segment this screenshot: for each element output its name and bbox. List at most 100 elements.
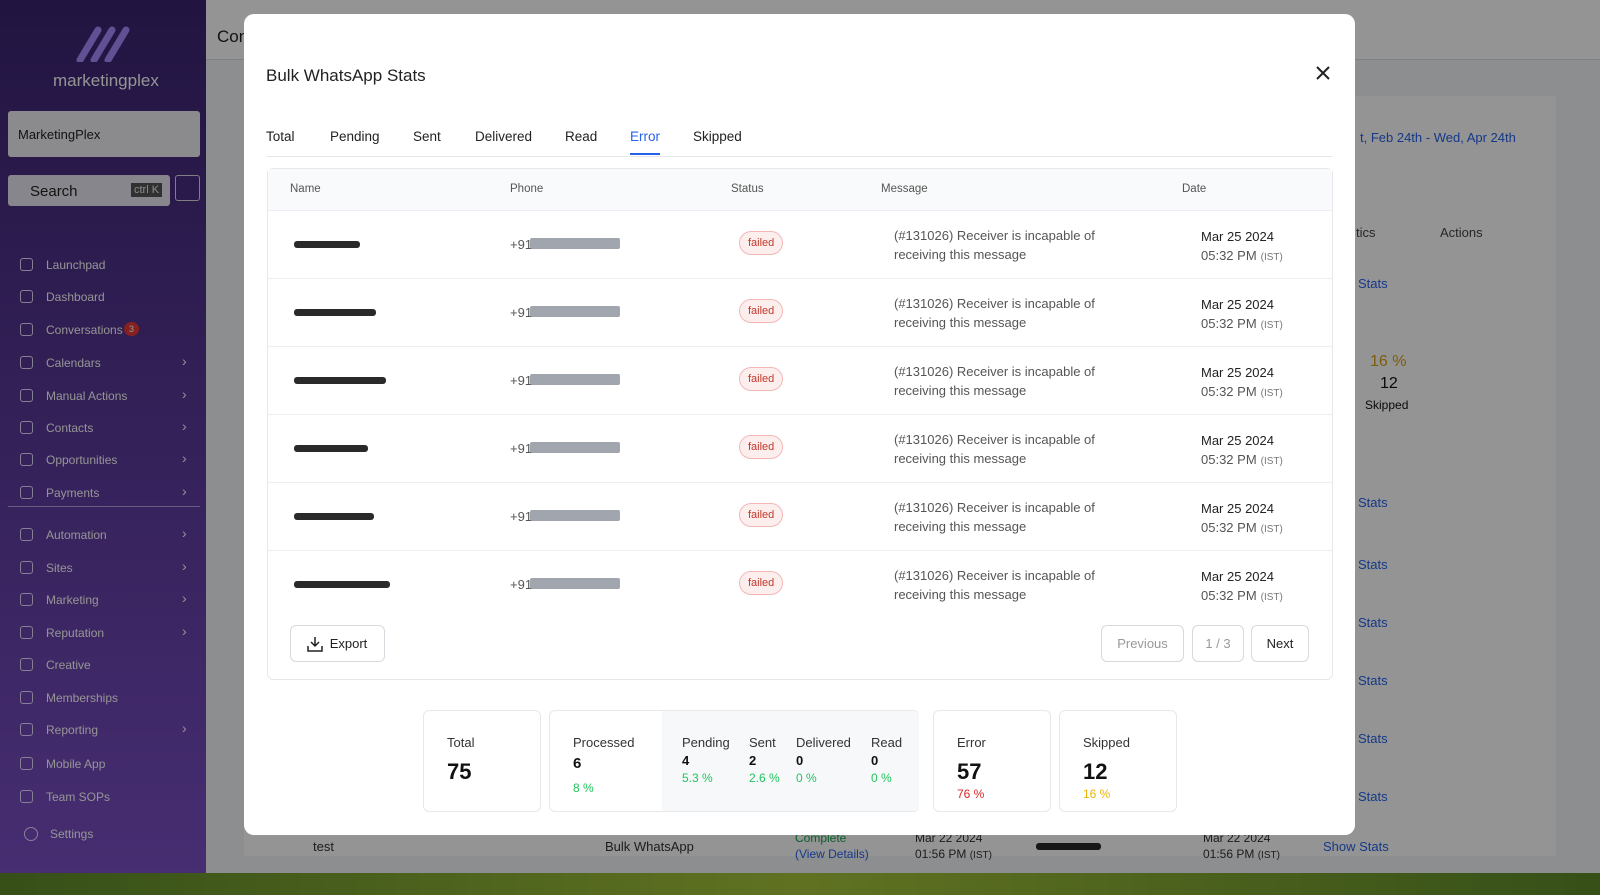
nav-item[interactable]: Marketing — [46, 593, 99, 607]
tab[interactable]: Error — [630, 129, 660, 144]
nav-item[interactable]: Conversations — [46, 323, 123, 337]
stat-value: 57 — [957, 759, 982, 784]
tab[interactable]: Delivered — [475, 129, 533, 144]
timezone: (IST) — [1260, 320, 1283, 331]
timezone: (IST) — [1260, 592, 1283, 603]
nav-icon — [20, 757, 33, 770]
stat-card: Processed 6 8 % Pending 4 5.3 % Sent 2 2.6 % Deli… — [549, 710, 919, 812]
chevron: › — [182, 450, 187, 466]
show-stats[interactable]: Show Stats — [1323, 839, 1389, 854]
next-button[interactable]: Next — [1251, 625, 1309, 662]
time-line: 05:32 PM (IST) — [1201, 518, 1283, 539]
time: 05:32 PM — [1201, 520, 1257, 535]
chevron: › — [182, 590, 187, 606]
stats-link[interactable]: Stats — [1358, 673, 1388, 688]
stats-link[interactable]: Stats — [1358, 276, 1388, 291]
export-button[interactable]: Export — [290, 625, 385, 662]
stats-link[interactable]: Stats — [1358, 615, 1388, 630]
message: (#131026) Receiver is incapable of recei… — [894, 568, 1095, 602]
redacted-phone — [530, 578, 620, 589]
nav-item[interactable]: Reputation — [46, 626, 105, 640]
tab[interactable]: Read — [565, 129, 598, 144]
table: Name Phone Status Message Date +91 failed (#131… — [267, 168, 1333, 680]
nav-icon — [20, 528, 33, 541]
account-select[interactable]: MarketingPlex — [8, 111, 200, 157]
timezone: (IST) — [1260, 388, 1283, 399]
previous-button[interactable]: Previous — [1101, 625, 1184, 662]
settings[interactable]: Settings — [50, 827, 94, 841]
page-indicator: 1 / 3 — [1192, 625, 1244, 662]
logo-icon — [76, 26, 130, 62]
stat-label: Pending — [682, 735, 730, 750]
chevron: › — [182, 525, 187, 541]
settings-icon — [24, 827, 38, 841]
stat-card: Skipped 12 16 % — [1059, 710, 1177, 812]
time: 05:32 PM — [1201, 452, 1257, 467]
redacted-name — [294, 241, 360, 248]
column-header: tics — [1356, 225, 1376, 240]
close-button[interactable] — [1316, 66, 1330, 80]
message: (#131026) Receiver is incapable of recei… — [894, 500, 1095, 534]
stats-link[interactable]: Stats — [1358, 495, 1388, 510]
status-badge: failed — [739, 367, 784, 391]
nav-item[interactable]: Creative — [46, 658, 91, 672]
stat-label: Sent — [749, 735, 776, 750]
date: Mar 25 2024 — [1201, 229, 1274, 244]
nav-item[interactable]: Manual Actions — [46, 389, 128, 403]
redacted-phone — [530, 374, 620, 385]
stat-label: Error — [957, 735, 986, 750]
stats-link[interactable]: Stats — [1358, 557, 1388, 572]
nav-icon — [20, 691, 33, 704]
stat-label: Delivered — [796, 735, 851, 750]
stat-value: 6 — [573, 755, 582, 772]
stats-link[interactable]: Stats — [1358, 731, 1388, 746]
row-type: Bulk WhatsApp — [605, 839, 694, 854]
table-row: +91 failed (#131026) Receiver is incapable… — [268, 210, 1332, 278]
tab[interactable]: Total — [266, 129, 295, 144]
date-cell: Mar 25 2024 05:32 PM (IST) — [1201, 431, 1283, 471]
tab[interactable]: Pending — [330, 129, 380, 144]
stat-value: 2 — [749, 753, 757, 768]
nav-item[interactable]: Opportunities — [46, 453, 118, 467]
time-line: 05:32 PM (IST) — [1201, 314, 1283, 335]
stats-link[interactable]: Stats — [1358, 789, 1388, 804]
phone: +91 — [510, 577, 533, 592]
divider — [8, 506, 200, 507]
tab[interactable]: Skipped — [693, 129, 742, 144]
message: (#131026) Receiver is incapable of recei… — [894, 364, 1095, 398]
nav-item[interactable]: Sites — [46, 561, 73, 575]
quick-action[interactable] — [175, 175, 200, 201]
nav-icon — [20, 389, 33, 402]
view-details[interactable]: (View Details) — [795, 847, 869, 861]
tz: (IST) — [1257, 850, 1280, 861]
nav-item[interactable]: Mobile App — [46, 757, 106, 771]
column-header: Actions — [1440, 225, 1483, 240]
stat-label: Skipped — [1083, 735, 1130, 750]
skipped-pct: 16 % — [1370, 353, 1407, 370]
date-range: t, Feb 24th - Wed, Apr 24th — [1360, 130, 1516, 145]
error-pct: 76 % — [957, 787, 985, 801]
stat-value: 75 — [447, 759, 472, 784]
message: (#131026) Receiver is incapable of recei… — [894, 432, 1095, 466]
redacted-phone — [530, 238, 620, 249]
phone: +91 — [510, 373, 533, 388]
nav-item[interactable]: Launchpad — [46, 258, 106, 272]
skipped-pct: 16 % — [1083, 787, 1111, 801]
timezone: (IST) — [1260, 252, 1283, 263]
nav-item[interactable]: Team SOPs — [46, 790, 111, 804]
nav-item[interactable]: Dashboard — [46, 290, 105, 304]
nav-item[interactable]: Memberships — [46, 691, 119, 705]
nav-item[interactable]: Reporting — [46, 723, 99, 737]
nav-item[interactable]: Calendars — [46, 356, 101, 370]
nav-icon — [20, 323, 33, 336]
stat-label: Processed — [573, 735, 635, 750]
tab[interactable]: Sent — [413, 129, 441, 144]
search-box[interactable]: Search ctrl K — [8, 175, 170, 206]
skipped-value: 12 — [1380, 375, 1398, 392]
nav-item[interactable]: Contacts — [46, 421, 94, 435]
nav-item[interactable]: Automation — [46, 528, 107, 542]
nav-item[interactable]: Payments — [46, 486, 100, 500]
column-header: Status — [731, 183, 764, 195]
status-badge: failed — [739, 503, 784, 527]
nav-icon — [20, 790, 33, 803]
